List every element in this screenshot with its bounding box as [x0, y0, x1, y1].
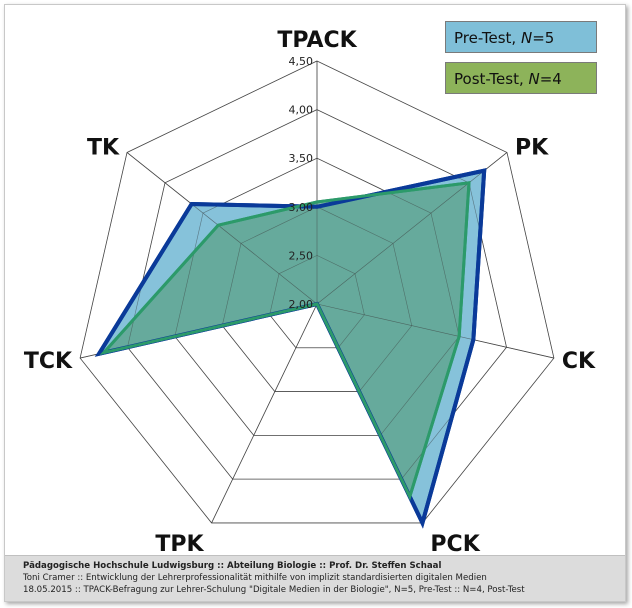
tick-label-4: 4,00 [289, 104, 314, 117]
legend-text-prefix: Post-Test, [454, 70, 529, 88]
legend-text-n: N [520, 29, 533, 47]
axis-label-tk: TK [87, 135, 120, 160]
grid-ring-overlay-1 [269, 255, 365, 349]
legend-pre-test: Pre-Test, N=5 [445, 21, 597, 53]
grid-ring-overlay-3 [174, 157, 460, 436]
footer-line-3: 18.05.2015 :: TPACK-Befragung zur Lehrer… [23, 585, 525, 595]
tick-label-2: 3,00 [289, 201, 314, 214]
axis-label-ck: CK [562, 349, 596, 374]
legend-post-test: Post-Test, N=4 [445, 62, 597, 94]
tick-label-3: 3,50 [289, 152, 314, 165]
legend-text-n: N [528, 70, 540, 88]
footer-line-2: Toni Cramer :: Entwicklung der Lehrerpro… [23, 573, 487, 583]
chart-frame: 2,00 2,50 3,00 3,50 4,00 4,50 TPACK PK CK PCK TPK T… [4, 4, 626, 602]
legend-text-suffix: =4 [539, 70, 562, 88]
axis-label-pk: PK [515, 135, 549, 160]
footer: Pädagogische Hochschule Ludwigsburg :: A… [5, 555, 625, 601]
footer-line-1: Pädagogische Hochschule Ludwigsburg :: A… [23, 561, 442, 571]
grid-ring-overlay-5 [79, 60, 555, 524]
legend-text-prefix: Pre-Test, [454, 29, 521, 47]
tick-label-1: 2,50 [289, 249, 314, 262]
spoke-overlay-ck [316, 303, 554, 359]
axis-label-tpk: TPK [155, 532, 204, 555]
spoke-overlay-pk [316, 152, 508, 305]
tick-label-0: 2,00 [289, 298, 314, 311]
grid-ring-overlay-2 [221, 206, 413, 392]
radar-chart: 2,00 2,50 3,00 3,50 4,00 4,50 TPACK PK CK PCK TPK T… [24, 28, 596, 555]
tick-label-5: 4,50 [289, 55, 314, 68]
axis-label-pck: PCK [430, 532, 480, 555]
grid-ring-overlay-4 [127, 109, 507, 480]
legend-text-suffix: =5 [532, 29, 555, 47]
axis-label-tpack: TPACK [277, 28, 357, 53]
spoke-overlay-tpk [211, 303, 318, 524]
series-post-test-outline [99, 181, 471, 501]
axis-label-tck: TCK [24, 349, 73, 374]
spoke-overlay-tk [126, 152, 318, 305]
